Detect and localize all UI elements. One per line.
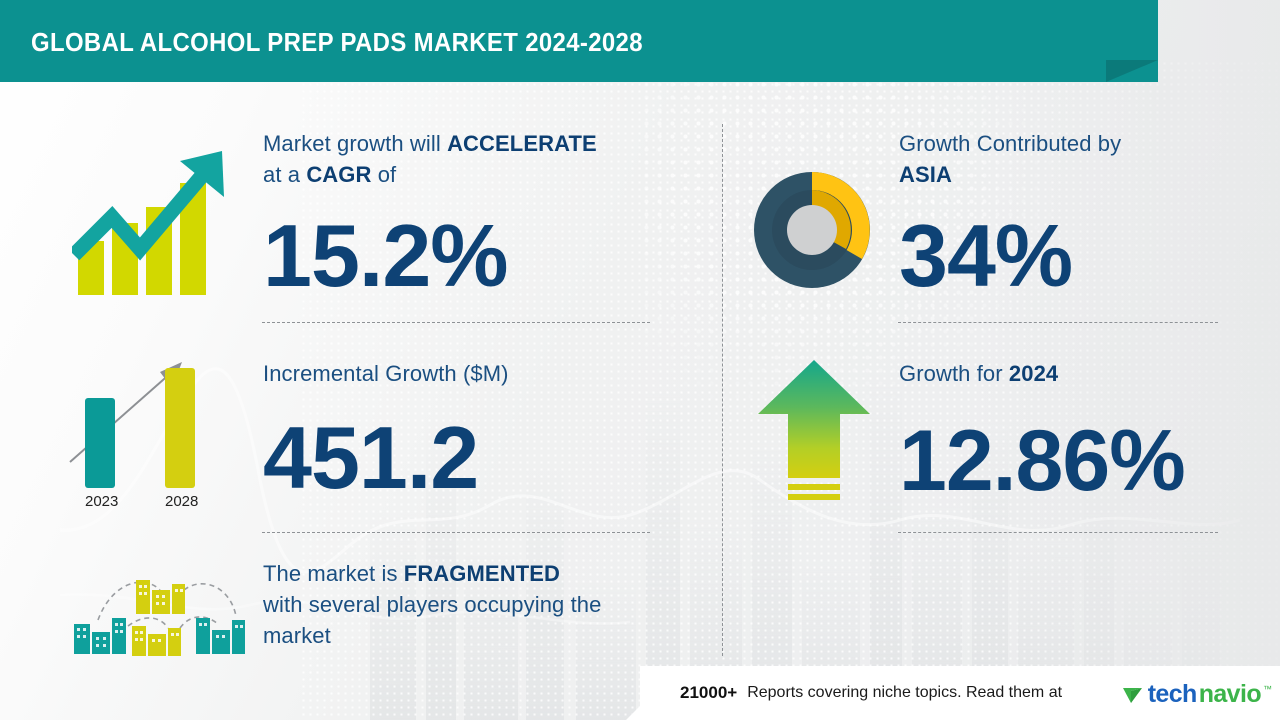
background-right-fade — [980, 0, 1280, 720]
asia-label-line1: Growth Contributed by — [899, 131, 1122, 156]
logo-trademark: ™ — [1263, 684, 1272, 694]
asia-value: 34% — [899, 206, 1073, 305]
fragmentation-line3: market — [263, 623, 331, 648]
asia-label: Growth Contributed by ASIA — [899, 128, 1229, 190]
column-divider — [722, 124, 723, 656]
logo-text-tech: tech — [1147, 680, 1198, 708]
cagr-value: 15.2% — [263, 206, 509, 305]
divider-right-1 — [898, 322, 1218, 323]
city-cluster-icon — [74, 580, 245, 656]
bar-year-2028: 2028 — [165, 493, 199, 510]
up-arrow-icon — [758, 360, 870, 500]
incremental-growth-label: Incremental Growth ($M) — [263, 361, 509, 386]
divider-left-2 — [262, 532, 650, 533]
footer-corner-cut — [626, 666, 680, 720]
cagr-label: Market growth will ACCELERATE at a CAGR … — [263, 128, 683, 190]
technavio-mark-icon — [1122, 687, 1142, 703]
incremental-growth-value: 451.2 — [263, 408, 479, 507]
cagr-label-line2-suffix: of — [371, 162, 397, 187]
growth-2024-bold: 2024 — [1008, 361, 1059, 386]
divider-right-2 — [898, 532, 1218, 533]
growth-2024-label: Growth for 2024 — [899, 358, 1229, 389]
footer-tagline: Reports covering niche topics. Read them… — [747, 684, 1063, 701]
growth-chart-icon — [72, 151, 224, 295]
cagr-label-line2-prefix: at a — [263, 162, 307, 187]
asia-label-bold: ASIA — [899, 162, 952, 187]
fragmentation-bold: FRAGMENTED — [403, 561, 560, 586]
divider-left-1 — [262, 322, 650, 323]
growth-2024-value: 12.86% — [899, 413, 1186, 509]
bar-year-2023: 2023 — [85, 493, 119, 510]
footer-content: 21000+ Reports covering niche topics. Re… — [680, 666, 1062, 720]
bar-comparison-icon: 2023 2028 — [60, 330, 240, 520]
report-count: 21000+ — [680, 683, 738, 702]
growth-2024-prefix: Growth for — [899, 361, 1009, 386]
cagr-label-prefix: Market growth will — [263, 131, 448, 156]
fragmentation-line2: with several players occupying the — [263, 592, 602, 617]
cagr-label-line2-bold: CAGR — [306, 162, 372, 187]
fragmentation-label: The market is FRAGMENTED with several pl… — [263, 558, 693, 651]
footer-white-strip — [640, 666, 1280, 720]
footer-bar: 21000+ Reports covering niche topics. Re… — [0, 666, 1280, 720]
technavio-logo[interactable]: tech navio ™ — [1122, 680, 1272, 709]
logo-text-navio: navio — [1198, 680, 1262, 708]
cagr-label-bold: ACCELERATE — [447, 131, 597, 156]
fragmentation-prefix: The market is — [263, 561, 404, 586]
donut-chart-icon — [754, 172, 870, 288]
